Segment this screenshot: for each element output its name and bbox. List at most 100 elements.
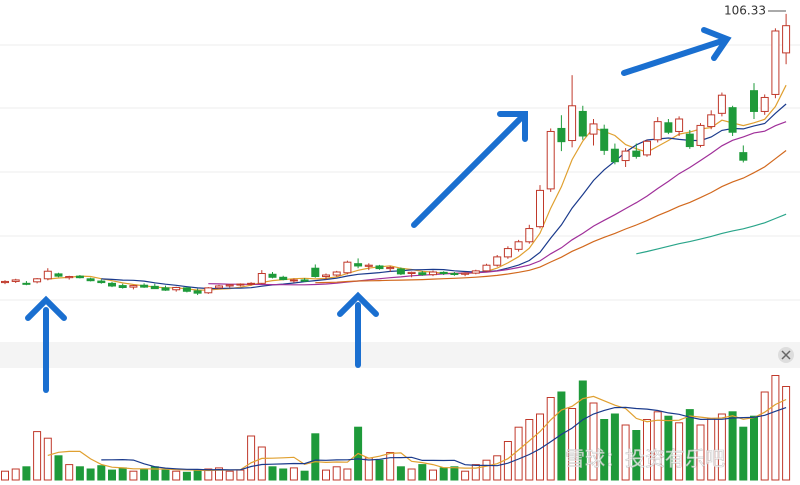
volume-bar: [43, 437, 52, 481]
candle-body: [418, 272, 427, 276]
candle-body: [782, 25, 791, 54]
candle-body: [225, 284, 234, 287]
volume-bar: [782, 386, 791, 481]
candle-body: [65, 276, 74, 279]
volume-bar: [653, 411, 662, 481]
candle-body: [268, 273, 277, 278]
candle-body: [75, 275, 84, 279]
candle-body: [354, 263, 363, 267]
arrows: [25, 27, 732, 393]
candle-body: [621, 150, 630, 162]
candle-body: [396, 268, 405, 275]
candle-body: [407, 271, 416, 275]
volume-bar: [33, 431, 42, 481]
moving-average: [636, 213, 787, 255]
volume-bar: [525, 419, 534, 481]
moving-average: [315, 150, 787, 284]
arrow: [411, 114, 525, 228]
volume-bar: [22, 466, 31, 481]
volume-bar: [750, 415, 758, 481]
volume-bar: [289, 467, 298, 481]
candle-body: [536, 189, 544, 228]
candle-body: [707, 114, 716, 128]
arrow-head: [337, 291, 379, 317]
candle-body: [728, 107, 737, 133]
candle-body: [86, 278, 95, 282]
moving-average: [208, 121, 787, 286]
candle-body: [685, 133, 694, 148]
volume-bar: [546, 397, 555, 481]
candle-body: [182, 287, 191, 292]
volume-bar: [621, 424, 630, 481]
volume-bar: [204, 468, 213, 481]
candle-body: [610, 148, 619, 163]
arrow: [621, 38, 725, 76]
volume-bar: [493, 455, 502, 481]
candle-body: [493, 256, 502, 266]
volume-bar: [75, 466, 84, 481]
candle-body: [150, 285, 159, 290]
volume-bar: [461, 470, 470, 481]
candle-body: [557, 127, 566, 143]
volume-bar: [632, 430, 641, 481]
volume-bar: [311, 433, 320, 481]
watermark: 雪球：投资有乐吧: [565, 447, 725, 471]
volume-bar: [643, 419, 651, 481]
volume-bar: [86, 468, 95, 481]
candle-body: [161, 287, 170, 291]
volume-bar: [97, 465, 106, 481]
volume-bar: [503, 441, 512, 481]
arrow-head: [25, 295, 67, 321]
volume-bar: [407, 468, 416, 481]
volume-bar: [760, 391, 769, 481]
candle-body: [375, 265, 384, 270]
volume-bar: [118, 467, 127, 481]
volume-bar: [482, 459, 491, 481]
candle-body: [589, 123, 598, 135]
panel-separator: [0, 342, 800, 368]
candle-body: [386, 266, 395, 270]
volume-bar: [471, 464, 480, 481]
candle-body: [653, 121, 662, 141]
candle-body: [482, 264, 491, 272]
moving-average: [47, 84, 787, 291]
candle-body: [514, 241, 523, 250]
volume-bar: [396, 466, 405, 481]
volume-bar: [364, 457, 373, 481]
candle-body: [643, 140, 651, 156]
moving-average: [101, 103, 787, 290]
volume-bar: [1, 470, 9, 481]
max-price-label: 106.33: [724, 4, 766, 18]
volume-bar: [717, 413, 726, 481]
candle-body: [568, 105, 577, 142]
candle-body: [664, 122, 673, 133]
volume-bar: [439, 467, 448, 481]
volume-bar: [161, 469, 170, 481]
volume-bar: [300, 470, 309, 481]
volume-bar: [268, 466, 277, 481]
volume-bar: [610, 413, 619, 481]
volume-bar: [65, 464, 74, 481]
volume-moving-average: [101, 406, 787, 471]
volume-bar: [664, 415, 673, 481]
candle-body: [108, 282, 116, 287]
candle-body: [257, 273, 266, 284]
candle-body: [600, 128, 609, 151]
candle-body: [771, 30, 780, 95]
close-icon: [781, 350, 791, 360]
candle-body: [311, 267, 320, 278]
volume-bar: [215, 467, 223, 481]
candle-body: [364, 264, 373, 267]
candle-body: [546, 130, 555, 190]
candle-body: [675, 118, 684, 132]
candle-body: [215, 285, 223, 289]
volume-bar: [182, 471, 191, 481]
candle-body: [300, 279, 309, 282]
candle-body: [1, 280, 9, 284]
volume-bar: [696, 424, 705, 481]
candle-body: [760, 96, 769, 112]
candle-body: [279, 276, 288, 281]
